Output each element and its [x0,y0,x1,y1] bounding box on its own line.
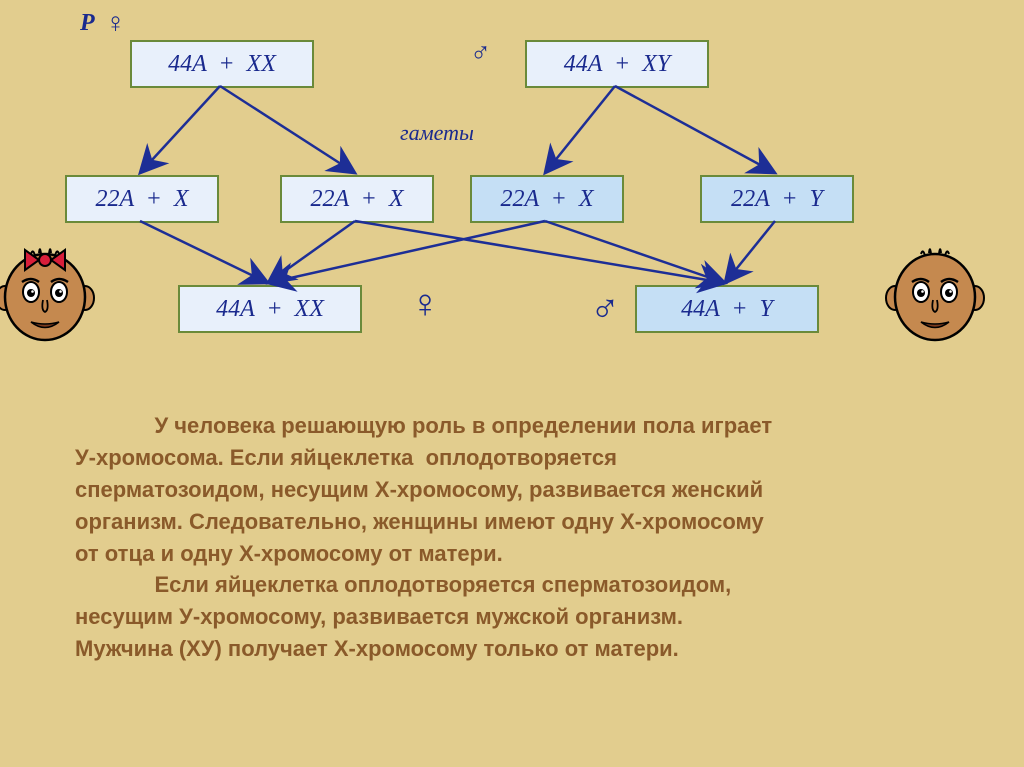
offspring-male-box: 44A + Y [635,285,819,333]
offspring-female-box: 44A + XX [178,285,362,333]
girl-face-icon [0,240,95,355]
gamete-3-text: 22A + X [500,186,593,213]
generation-P-label: P [80,10,95,37]
female-symbol-bottom: ♀ [410,280,440,327]
gamete-1-box: 22A + X [65,175,219,223]
gamete-4-box: 22A + Y [700,175,854,223]
parent-female-box: 44A + XX [130,40,314,88]
explanation-paragraph: У человека решающую роль в определении п… [75,410,955,665]
parent-male-genotype: 44A + XY [564,51,670,78]
offspring-female-text: 44A + XX [216,296,324,323]
male-symbol-bottom: ♂ [590,285,620,332]
boy-face-icon [885,240,985,350]
gamete-2-box: 22A + X [280,175,434,223]
offspring-male-text: 44A + Y [681,296,773,323]
male-symbol-top: ♂ [470,38,491,70]
gametes-label: гаметы [400,120,474,146]
female-symbol-top: ♀ [105,8,126,40]
gamete-1-text: 22A + X [95,186,188,213]
gamete-3-box: 22A + X [470,175,624,223]
gamete-4-text: 22A + Y [731,186,823,213]
parent-male-box: 44A + XY [525,40,709,88]
gamete-2-text: 22A + X [310,186,403,213]
parent-female-genotype: 44A + XX [168,51,276,78]
